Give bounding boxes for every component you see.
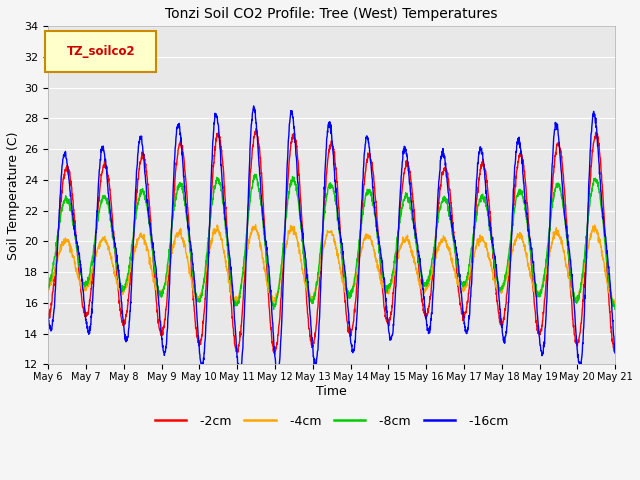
FancyBboxPatch shape <box>45 31 156 72</box>
Legend:   -2cm,   -4cm,   -8cm,   -16cm: -2cm, -4cm, -8cm, -16cm <box>150 409 513 432</box>
X-axis label: Time: Time <box>316 385 347 398</box>
Title: Tonzi Soil CO2 Profile: Tree (West) Temperatures: Tonzi Soil CO2 Profile: Tree (West) Temp… <box>165 7 498 21</box>
Y-axis label: Soil Temperature (C): Soil Temperature (C) <box>7 131 20 260</box>
Text: TZ_soilco2: TZ_soilco2 <box>67 45 135 58</box>
